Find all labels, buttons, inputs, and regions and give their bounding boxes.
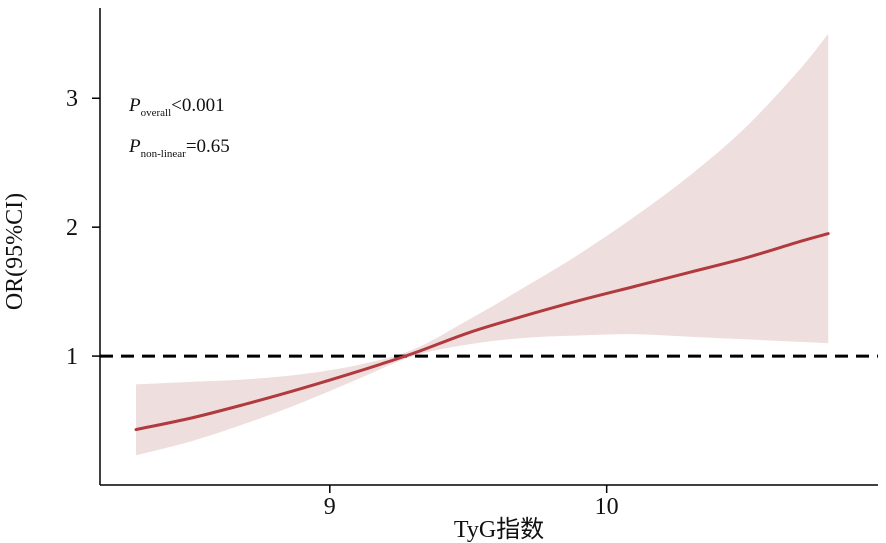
p-value-annotation-2: Pnon-linear=0.65: [128, 136, 230, 160]
y-axis-title: OR(95%CI): [2, 193, 28, 310]
p-value-text: <0.001: [171, 95, 224, 116]
p-subscript: overall: [141, 107, 172, 119]
p-value-text: =0.65: [186, 136, 230, 157]
x-tick-label-9: 9: [324, 494, 336, 520]
p-symbol: P: [128, 95, 141, 116]
y-tick-label-1: 1: [66, 344, 78, 370]
x-axis-title: TyG指数: [454, 516, 544, 543]
or-curve-layer: [134, 232, 830, 432]
confidence-band-layer: [136, 33, 829, 456]
y-tick-label-2: 2: [66, 215, 78, 241]
p-subscript: non-linear: [141, 148, 187, 160]
or-curve-line: [134, 232, 830, 432]
x-tick-label-10: 10: [595, 494, 619, 520]
y-tick-label-3: 3: [66, 86, 78, 112]
axes-layer: [92, 8, 878, 493]
p-symbol: P: [128, 136, 141, 157]
p-value-annotation-1: Poverall<0.001: [128, 95, 225, 119]
confidence-band: [136, 33, 829, 456]
